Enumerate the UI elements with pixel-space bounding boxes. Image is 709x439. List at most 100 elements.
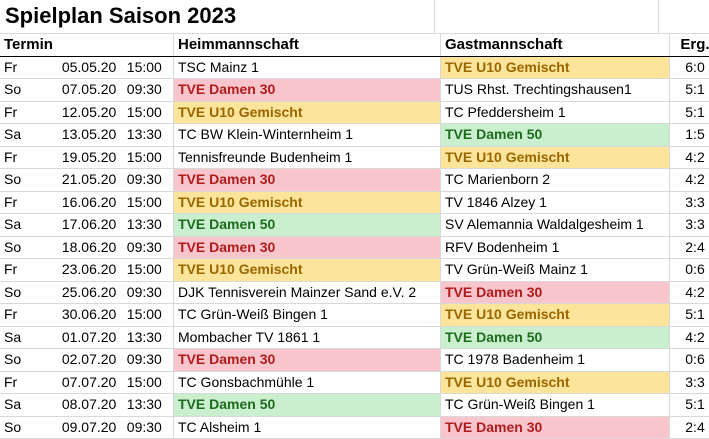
home-team-cell[interactable]: TVE Damen 50 bbox=[174, 214, 441, 237]
guest-team-cell[interactable]: TC Grün-Weiß Bingen 1 bbox=[441, 394, 670, 417]
date-cell[interactable]: 09.07.2023 bbox=[58, 416, 116, 439]
result-cell[interactable]: 4:2 bbox=[670, 281, 709, 304]
home-team-cell[interactable]: TC Alsheim 1 bbox=[174, 416, 441, 439]
day-cell[interactable]: Sa bbox=[0, 394, 58, 417]
home-team-cell[interactable]: DJK Tennisverein Mainzer Sand e.V. 2 bbox=[174, 281, 441, 304]
header-gastmannschaft[interactable]: Gastmannschaft bbox=[441, 34, 670, 57]
header-heimmannschaft[interactable]: Heimmannschaft bbox=[174, 34, 441, 57]
time-cell[interactable]: 15:00 bbox=[116, 191, 174, 214]
guest-team-cell[interactable]: TV Grün-Weiß Mainz 1 bbox=[441, 259, 670, 282]
time-cell[interactable]: 15:00 bbox=[116, 304, 174, 327]
guest-team-cell[interactable]: TUS Rhst. Trechtingshausen1 bbox=[441, 79, 670, 102]
time-cell[interactable]: 13:30 bbox=[116, 326, 174, 349]
result-cell[interactable]: 0:6 bbox=[670, 259, 709, 282]
date-cell[interactable]: 13.05.2023 bbox=[58, 124, 116, 147]
result-cell[interactable]: 0:6 bbox=[670, 349, 709, 372]
guest-team-cell[interactable]: TVE U10 Gemischt bbox=[441, 56, 670, 79]
day-cell[interactable]: Fr bbox=[0, 146, 58, 169]
time-cell[interactable]: 09:30 bbox=[116, 79, 174, 102]
guest-team-cell[interactable]: TVE U10 Gemischt bbox=[441, 371, 670, 394]
home-team-cell[interactable]: TVE Damen 30 bbox=[174, 236, 441, 259]
home-team-cell[interactable]: TVE U10 Gemischt bbox=[174, 259, 441, 282]
day-cell[interactable]: Sa bbox=[0, 124, 58, 147]
result-cell[interactable]: 4:2 bbox=[670, 169, 709, 192]
result-cell[interactable]: 4:2 bbox=[670, 326, 709, 349]
day-cell[interactable]: So bbox=[0, 349, 58, 372]
home-team-cell[interactable]: TVE Damen 30 bbox=[174, 349, 441, 372]
home-team-cell[interactable]: TSC Mainz 1 bbox=[174, 56, 441, 79]
result-cell[interactable]: 4:2 bbox=[670, 146, 709, 169]
date-cell[interactable]: 07.07.2023 bbox=[58, 371, 116, 394]
date-cell[interactable]: 08.07.2023 bbox=[58, 394, 116, 417]
time-cell[interactable]: 15:00 bbox=[116, 259, 174, 282]
result-cell[interactable]: 3:3 bbox=[670, 191, 709, 214]
day-cell[interactable]: Fr bbox=[0, 56, 58, 79]
day-cell[interactable]: So bbox=[0, 79, 58, 102]
time-cell[interactable]: 15:00 bbox=[116, 101, 174, 124]
date-cell[interactable]: 16.06.2023 bbox=[58, 191, 116, 214]
result-cell[interactable]: 5:1 bbox=[670, 394, 709, 417]
day-cell[interactable]: Fr bbox=[0, 101, 58, 124]
time-cell[interactable]: 09:30 bbox=[116, 349, 174, 372]
home-team-cell[interactable]: TVE Damen 30 bbox=[174, 79, 441, 102]
day-cell[interactable]: So bbox=[0, 416, 58, 439]
guest-team-cell[interactable]: TC Marienborn 2 bbox=[441, 169, 670, 192]
date-cell[interactable]: 30.06.2023 bbox=[58, 304, 116, 327]
guest-team-cell[interactable]: TVE Damen 30 bbox=[441, 416, 670, 439]
day-cell[interactable]: Fr bbox=[0, 304, 58, 327]
time-cell[interactable]: 15:00 bbox=[116, 146, 174, 169]
home-team-cell[interactable]: TC Gonsbachmühle 1 bbox=[174, 371, 441, 394]
day-cell[interactable]: Sa bbox=[0, 214, 58, 237]
header-termin[interactable]: Termin bbox=[0, 34, 174, 57]
time-cell[interactable]: 13:30 bbox=[116, 214, 174, 237]
home-team-cell[interactable]: TVE Damen 50 bbox=[174, 394, 441, 417]
time-cell[interactable]: 15:00 bbox=[116, 371, 174, 394]
result-cell[interactable]: 6:0 bbox=[670, 56, 709, 79]
date-cell[interactable]: 17.06.2023 bbox=[58, 214, 116, 237]
date-cell[interactable]: 21.05.2023 bbox=[58, 169, 116, 192]
date-cell[interactable]: 02.07.2023 bbox=[58, 349, 116, 372]
result-cell[interactable]: 3:3 bbox=[670, 371, 709, 394]
guest-team-cell[interactable]: RFV Bodenheim 1 bbox=[441, 236, 670, 259]
time-cell[interactable]: 09:30 bbox=[116, 281, 174, 304]
date-cell[interactable]: 05.05.2023 bbox=[58, 56, 116, 79]
result-cell[interactable]: 3:3 bbox=[670, 214, 709, 237]
guest-team-cell[interactable]: TC Pfeddersheim 1 bbox=[441, 101, 670, 124]
day-cell[interactable]: Fr bbox=[0, 191, 58, 214]
day-cell[interactable]: Fr bbox=[0, 371, 58, 394]
home-team-cell[interactable]: TVE U10 Gemischt bbox=[174, 191, 441, 214]
guest-team-cell[interactable]: TC 1978 Badenheim 1 bbox=[441, 349, 670, 372]
date-cell[interactable]: 07.05.2023 bbox=[58, 79, 116, 102]
header-ergebnis[interactable]: Erg. bbox=[670, 34, 709, 57]
result-cell[interactable]: 5:1 bbox=[670, 79, 709, 102]
date-cell[interactable]: 23.06.2023 bbox=[58, 259, 116, 282]
date-cell[interactable]: 25.06.2023 bbox=[58, 281, 116, 304]
time-cell[interactable]: 09:30 bbox=[116, 236, 174, 259]
date-cell[interactable]: 19.05.2023 bbox=[58, 146, 116, 169]
day-cell[interactable]: Sa bbox=[0, 326, 58, 349]
day-cell[interactable]: So bbox=[0, 236, 58, 259]
date-cell[interactable]: 18.06.2023 bbox=[58, 236, 116, 259]
home-team-cell[interactable]: Tennisfreunde Budenheim 1 bbox=[174, 146, 441, 169]
guest-team-cell[interactable]: TVE Damen 50 bbox=[441, 326, 670, 349]
guest-team-cell[interactable]: SV Alemannia Waldalgesheim 1 bbox=[441, 214, 670, 237]
time-cell[interactable]: 09:30 bbox=[116, 169, 174, 192]
guest-team-cell[interactable]: TV 1846 Alzey 1 bbox=[441, 191, 670, 214]
home-team-cell[interactable]: TC BW Klein-Winternheim 1 bbox=[174, 124, 441, 147]
day-cell[interactable]: Fr bbox=[0, 259, 58, 282]
guest-team-cell[interactable]: TVE U10 Gemischt bbox=[441, 146, 670, 169]
guest-team-cell[interactable]: TVE Damen 50 bbox=[441, 124, 670, 147]
day-cell[interactable]: So bbox=[0, 281, 58, 304]
result-cell[interactable]: 2:4 bbox=[670, 416, 709, 439]
home-team-cell[interactable]: TC Grün-Weiß Bingen 1 bbox=[174, 304, 441, 327]
time-cell[interactable]: 09:30 bbox=[116, 416, 174, 439]
time-cell[interactable]: 13:30 bbox=[116, 394, 174, 417]
home-team-cell[interactable]: Mombacher TV 1861 1 bbox=[174, 326, 441, 349]
result-cell[interactable]: 5:1 bbox=[670, 101, 709, 124]
result-cell[interactable]: 1:5 bbox=[670, 124, 709, 147]
home-team-cell[interactable]: TVE Damen 30 bbox=[174, 169, 441, 192]
result-cell[interactable]: 2:4 bbox=[670, 236, 709, 259]
day-cell[interactable]: So bbox=[0, 169, 58, 192]
date-cell[interactable]: 12.05.2023 bbox=[58, 101, 116, 124]
home-team-cell[interactable]: TVE U10 Gemischt bbox=[174, 101, 441, 124]
